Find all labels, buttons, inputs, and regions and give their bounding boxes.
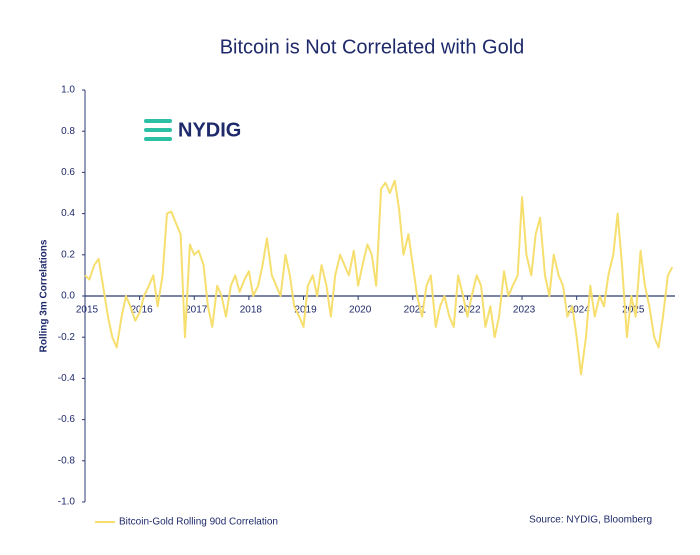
y-tick-label: 1.0 <box>61 85 75 96</box>
chart-title: Bitcoin is Not Correlated with Gold <box>220 36 525 58</box>
y-tick-label: -0.4 <box>58 373 76 384</box>
x-tick-label: 2015 <box>76 305 99 316</box>
logo-text: NYDIG <box>178 119 241 141</box>
logo: NYDIG <box>144 119 241 141</box>
x-tick-label: 2018 <box>240 305 263 316</box>
y-tick-label: 0.2 <box>61 249 75 260</box>
y-tick-label: 0.8 <box>61 126 75 137</box>
x-tick-label: 2023 <box>513 305 536 316</box>
x-tick-label: 2020 <box>349 305 372 316</box>
x-tick-label: 2016 <box>131 305 154 316</box>
source: Source: NYDIG, Bloomberg <box>529 515 652 526</box>
y-tick-label: -0.2 <box>58 332 76 343</box>
logo-bar <box>144 137 172 141</box>
x-tick-label: 2021 <box>404 305 427 316</box>
logo-bar <box>144 128 172 132</box>
x-tick-label: 2017 <box>185 305 208 316</box>
y-axis-label: Rolling 3m Correlations <box>39 239 50 352</box>
y-tick-label: -0.8 <box>58 455 76 466</box>
series-line <box>84 179 674 376</box>
y-tick-label: 0.0 <box>61 291 75 302</box>
y-tick-label: -0.6 <box>58 414 76 425</box>
legend-label: Bitcoin-Gold Rolling 90d Correlation <box>119 517 278 528</box>
x-tick-label: 2024 <box>568 305 591 316</box>
y-tick-label: 0.4 <box>61 208 75 219</box>
logo-bar <box>144 119 172 123</box>
y-tick-label: 0.6 <box>61 167 75 178</box>
y-tick-label: -1.0 <box>58 497 76 508</box>
